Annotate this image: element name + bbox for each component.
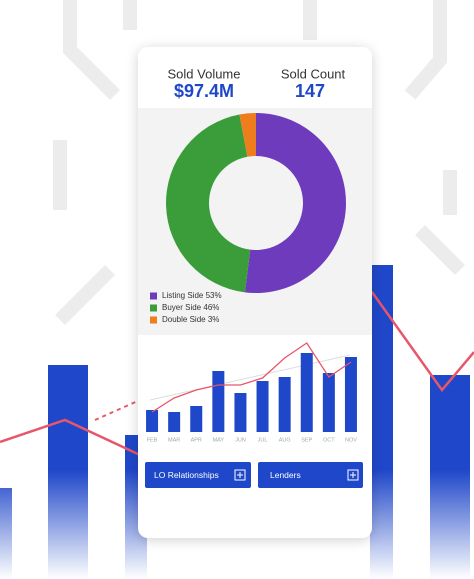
x-tick-label: JUL [258, 437, 268, 443]
kpi-label: Sold Volume [168, 66, 241, 81]
legend-value: 46% [203, 303, 219, 312]
pie-slice [239, 113, 256, 157]
line [151, 342, 352, 413]
x-tick-label: NOV [345, 437, 357, 443]
bar [190, 406, 203, 432]
x-tick-label: AUG [279, 437, 291, 443]
x-tick-label: MAR [168, 437, 180, 443]
kpi-label: Sold Count [281, 66, 346, 81]
legend-name: Buyer Side [162, 303, 202, 312]
x-tick-label: FEB [147, 437, 158, 443]
bar [278, 377, 291, 432]
x-tick-label: SEP [301, 437, 312, 443]
x-tick-label: APR [191, 437, 202, 443]
x-tick-label: OCT [323, 437, 335, 443]
kpi-value: 147 [295, 81, 325, 101]
button-label[interactable]: LO Relationships [154, 470, 219, 480]
button[interactable]: Lenders [258, 462, 363, 488]
kpi-value: $97.4M [174, 81, 234, 101]
legend-name: Listing Side [162, 291, 204, 300]
button[interactable]: LO Relationships [145, 462, 251, 488]
legend-swatch [150, 292, 157, 300]
pie-slice [244, 113, 347, 293]
x-tick-label: MAY [213, 437, 225, 443]
bar [300, 353, 313, 432]
legend-name: Double Side [162, 315, 206, 324]
bar [234, 393, 247, 432]
bar [344, 357, 357, 432]
legend-swatch [150, 304, 157, 312]
bar [322, 373, 335, 432]
bar [212, 371, 225, 432]
bar [256, 381, 269, 432]
background-decor [53, 0, 465, 325]
trend-decor [149, 354, 351, 401]
legend-swatch [150, 316, 157, 324]
pie-slice [165, 114, 251, 293]
bar [168, 412, 181, 432]
x-tick-label: JUN [235, 437, 246, 443]
legend-label: Buyer Side 46% [162, 303, 219, 312]
button-label[interactable]: Lenders [270, 470, 301, 480]
legend-label: Listing Side 53% [162, 291, 222, 300]
legend-label: Double Side 3% [162, 315, 219, 324]
legend-value: 3% [208, 315, 220, 324]
legend-value: 53% [206, 291, 222, 300]
bar [146, 410, 159, 432]
